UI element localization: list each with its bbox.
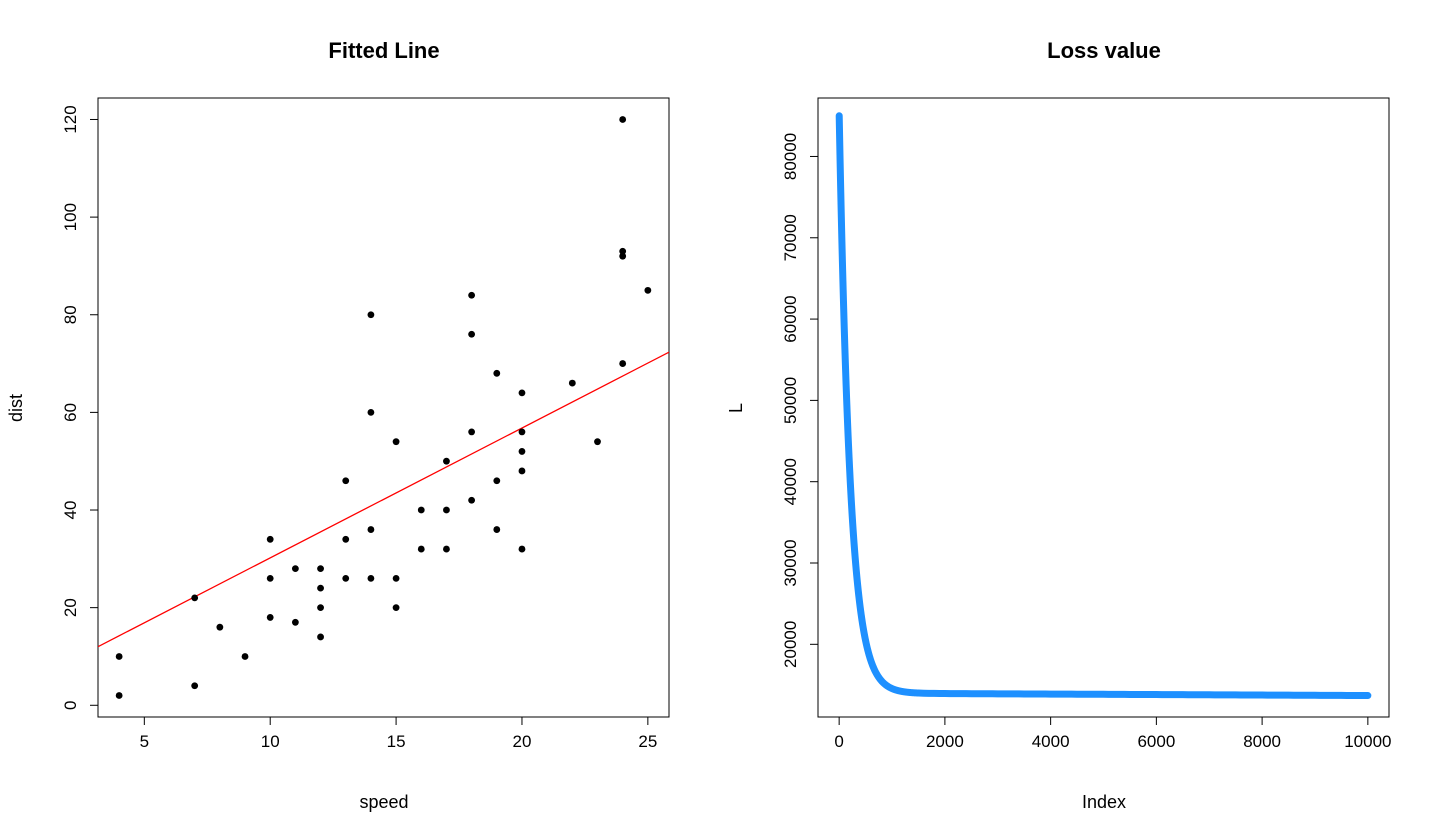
x-tick-label: 6000 [1137, 732, 1175, 751]
axis-ticks: 5 10 15 20 25 0 20 40 60 80 100 120 [61, 105, 657, 751]
data-marks [98, 116, 669, 699]
data-point [342, 535, 350, 543]
y-tick-label: 0 [61, 701, 80, 710]
data-point [317, 604, 324, 612]
data-point [367, 408, 375, 416]
panel-loss-value: Loss value Index L 0 2000 4000 6000 8000 1000… [726, 38, 1391, 812]
data-point [266, 535, 274, 543]
y-tick-label: 30000 [781, 539, 800, 586]
data-point [291, 565, 299, 572]
plot-frame [97, 97, 670, 718]
data-point [191, 682, 199, 690]
y-tick-label: 60 [61, 403, 80, 422]
data-point [417, 506, 425, 514]
axis-ticks: 0 2000 4000 6000 8000 10000 20000 30000 40000 500… [781, 133, 1391, 751]
y-axis-label: L [726, 403, 746, 413]
y-tick-label: 40000 [781, 458, 800, 505]
data-point [594, 438, 601, 446]
y-tick-label: 100 [61, 203, 80, 231]
plot-frame [817, 97, 1390, 718]
data-point [468, 291, 476, 299]
data-point [266, 574, 274, 582]
panel-fitted-line: Fitted Line speed dist 5 10 15 20 25 0 20 40 60 8… [6, 38, 670, 812]
y-tick-label: 20000 [781, 621, 800, 668]
data-point [342, 574, 350, 582]
data-point [317, 584, 324, 592]
x-tick-label: 5 [140, 732, 149, 751]
data-point [367, 526, 375, 533]
data-point [367, 574, 375, 582]
chart-title: Fitted Line [328, 38, 439, 63]
data-point [266, 614, 274, 621]
y-axis-label: dist [6, 394, 26, 422]
x-tick-label: 20 [513, 732, 532, 751]
data-point [568, 379, 576, 387]
data-point [518, 448, 526, 455]
data-point [493, 526, 501, 533]
y-tick-label: 80000 [781, 133, 800, 180]
x-tick-label: 10 [261, 732, 280, 751]
data-point [518, 389, 526, 397]
y-tick-label: 80 [61, 305, 80, 324]
data-point [468, 428, 476, 436]
data-point [216, 623, 224, 631]
data-marks [835, 112, 1372, 700]
x-tick-label: 8000 [1243, 732, 1281, 751]
x-tick-label: 25 [638, 732, 657, 751]
loss-curve [835, 112, 1372, 700]
data-point [518, 545, 526, 553]
x-tick-label: 0 [834, 732, 843, 751]
x-tick-label: 4000 [1032, 732, 1070, 751]
y-tick-label: 120 [61, 105, 80, 133]
data-point [191, 594, 199, 602]
x-axis-label: Index [1082, 792, 1126, 812]
y-tick-label: 40 [61, 501, 80, 520]
data-point [619, 116, 627, 123]
data-point [417, 545, 425, 553]
x-tick-label: 2000 [926, 732, 964, 751]
data-point [392, 604, 400, 612]
data-point [493, 369, 501, 377]
y-tick-label: 60000 [781, 295, 800, 342]
data-point [443, 457, 450, 465]
data-point [493, 477, 501, 485]
data-point [443, 545, 450, 553]
data-point [317, 565, 324, 572]
data-point [644, 286, 652, 294]
data-point [115, 653, 123, 660]
data-point [342, 477, 350, 485]
data-point [317, 633, 324, 641]
data-point [468, 330, 476, 338]
data-point [367, 311, 375, 319]
y-tick-label: 70000 [781, 214, 800, 261]
chart-title: Loss value [1047, 38, 1161, 63]
y-tick-label: 50000 [781, 377, 800, 424]
data-point [291, 618, 299, 626]
data-point [115, 692, 123, 699]
y-tick-label: 20 [61, 598, 80, 617]
data-point [619, 252, 627, 260]
data-point [241, 653, 249, 660]
data-point [392, 574, 400, 582]
data-point [392, 438, 400, 446]
x-axis-label: speed [359, 792, 408, 812]
data-point [619, 360, 627, 367]
data-point [619, 247, 627, 255]
data-point [443, 506, 450, 514]
x-tick-label: 15 [387, 732, 406, 751]
data-point [468, 496, 476, 504]
data-point [518, 467, 526, 475]
data-point [518, 428, 526, 436]
fitted-line [98, 351, 669, 648]
x-tick-label: 10000 [1344, 732, 1391, 751]
